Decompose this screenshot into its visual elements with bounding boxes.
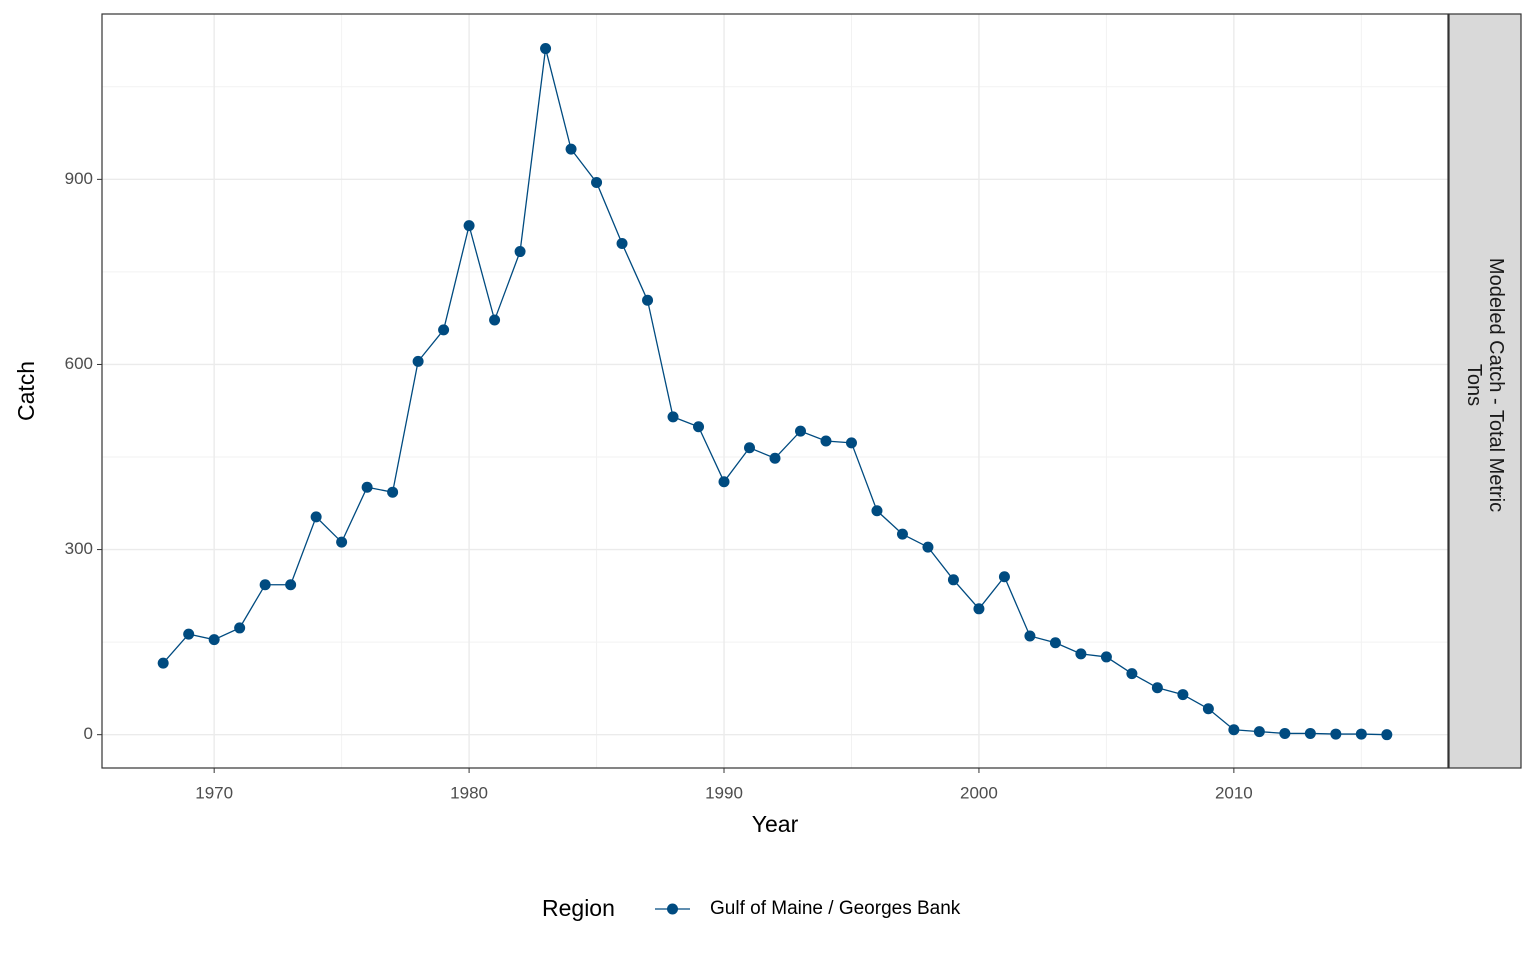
- point: [489, 314, 501, 326]
- x-axis-title: Year: [752, 811, 799, 837]
- y-tick-label: 900: [65, 169, 93, 188]
- point: [1304, 727, 1316, 739]
- point: [234, 622, 246, 634]
- point: [183, 628, 195, 640]
- legend-title: Region: [542, 895, 615, 921]
- point: [514, 246, 526, 258]
- point: [871, 505, 883, 517]
- y-tick-label: 600: [65, 354, 93, 373]
- point: [718, 476, 730, 488]
- point: [336, 536, 348, 548]
- point: [1228, 724, 1240, 736]
- point: [947, 574, 959, 586]
- point: [922, 541, 934, 553]
- line: [162, 48, 1387, 736]
- point: [1126, 668, 1138, 680]
- point: [157, 657, 169, 669]
- point: [387, 486, 399, 498]
- point: [1279, 727, 1291, 739]
- y-tick-label: 300: [65, 539, 93, 558]
- point: [1151, 682, 1163, 694]
- point: [208, 634, 220, 646]
- point: [1381, 729, 1393, 741]
- series: [157, 43, 1393, 741]
- point: [693, 421, 705, 433]
- point: [1100, 651, 1112, 663]
- point: [1049, 637, 1061, 649]
- point: [463, 220, 475, 232]
- legend-label: Gulf of Maine / Georges Bank: [710, 898, 961, 919]
- point: [310, 511, 322, 523]
- point: [438, 324, 450, 336]
- point: [1253, 726, 1265, 738]
- x-tick-label: 1990: [705, 783, 743, 802]
- point: [565, 143, 577, 155]
- y-axis-title: Catch: [13, 361, 39, 421]
- point: [744, 442, 756, 454]
- point: [642, 294, 654, 306]
- point: [845, 437, 857, 449]
- grid: [102, 14, 1448, 768]
- point: [820, 435, 832, 447]
- x-tick-label: 1970: [195, 783, 233, 802]
- facet-label: Modeled Catch - Total Metric Tons: [1463, 257, 1507, 513]
- x-tick-label: 2000: [960, 783, 998, 802]
- point: [794, 425, 806, 437]
- point: [973, 603, 985, 615]
- point: [540, 43, 552, 55]
- legend-marker: [667, 903, 678, 915]
- point: [1024, 630, 1036, 642]
- point: [361, 481, 373, 493]
- point: [769, 452, 781, 464]
- facet-strip: [1448, 13, 1522, 769]
- point: [259, 579, 271, 591]
- point: [1075, 648, 1087, 660]
- point: [1330, 728, 1342, 740]
- panel-border: [101, 13, 1449, 769]
- point: [1355, 728, 1367, 740]
- x-tick-label: 1980: [450, 783, 488, 802]
- point: [285, 579, 297, 591]
- point: [998, 571, 1010, 583]
- point: [412, 355, 424, 367]
- point: [896, 528, 908, 540]
- point: [1177, 689, 1189, 701]
- point: [591, 176, 603, 188]
- x-tick-label: 2010: [1215, 783, 1253, 802]
- y-tick-label: 0: [84, 724, 93, 743]
- point: [1202, 703, 1214, 715]
- point: [667, 411, 679, 423]
- point: [616, 238, 628, 250]
